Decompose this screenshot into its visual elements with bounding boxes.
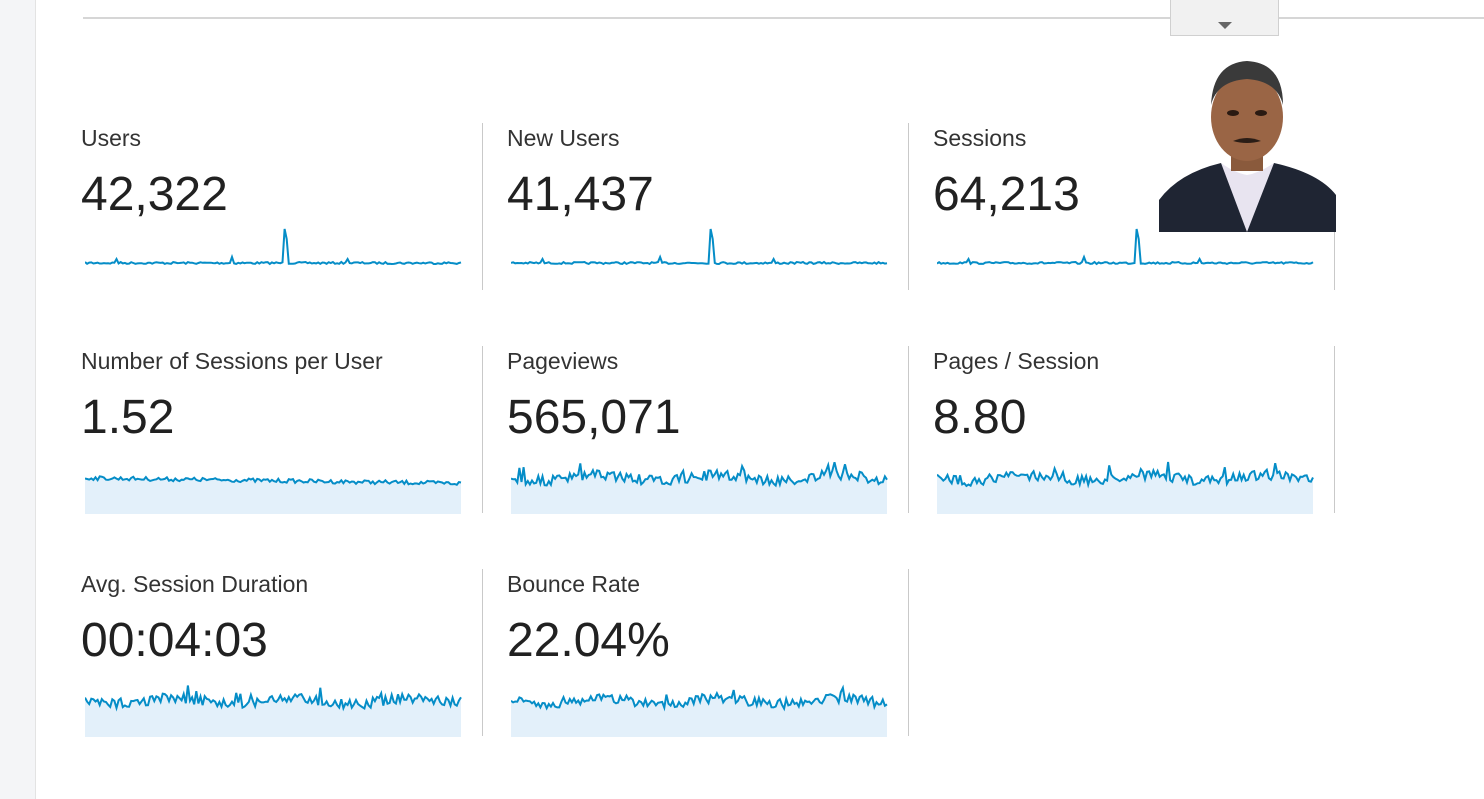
sparkline-line — [511, 228, 888, 266]
metric-label: Number of Sessions per User — [81, 348, 383, 374]
sparkline-line — [85, 475, 462, 486]
profile-photo — [1159, 55, 1336, 232]
metric-label: Pageviews — [507, 348, 619, 374]
sparkline-area — [937, 462, 1313, 514]
sparkline-line — [511, 684, 888, 712]
sparkline-area — [511, 462, 887, 514]
sparkline — [85, 475, 462, 514]
sparkline-line — [511, 461, 888, 488]
sparkline — [511, 684, 888, 737]
metric-label: Avg. Session Duration — [81, 571, 309, 597]
metric-label: Bounce Rate — [507, 571, 640, 597]
metric-value: 42,322 — [81, 168, 228, 221]
sparkline-area — [511, 687, 887, 737]
metric-value: 8.80 — [933, 391, 1027, 444]
metric-card: Pageviews 565,071 — [507, 346, 909, 514]
metric-label: New Users — [507, 125, 620, 151]
sparkline — [937, 228, 1314, 266]
metric-card: Number of Sessions per User 1.52 — [81, 346, 483, 514]
metric-value: 22.04% — [507, 614, 670, 667]
sparkline-line — [85, 228, 462, 266]
sparkline — [511, 228, 888, 266]
sidebar — [0, 0, 36, 799]
sparkline-area — [85, 685, 461, 737]
metric-card: New Users 41,437 — [507, 123, 909, 290]
sparkline-line — [937, 228, 1314, 266]
metric-label: Sessions — [933, 125, 1027, 151]
dropdown-button[interactable] — [1170, 0, 1279, 36]
metric-value: 1.52 — [81, 391, 175, 444]
metric-card: Users 42,322 — [81, 123, 483, 290]
sparkline-area — [85, 476, 461, 514]
metric-value: 64,213 — [933, 168, 1080, 221]
sparkline-line — [937, 461, 1314, 489]
metric-value: 565,071 — [507, 391, 681, 444]
metric-card: Bounce Rate 22.04% — [507, 569, 909, 737]
metric-label: Users — [81, 125, 142, 151]
sparkline — [85, 228, 462, 266]
metric-value: 00:04:03 — [81, 614, 268, 667]
sparkline — [511, 461, 888, 514]
metric-value: 41,437 — [507, 168, 654, 221]
sparkline-line — [85, 685, 462, 712]
metric-card: Pages / Session 8.80 — [933, 346, 1335, 514]
sparkline — [937, 461, 1314, 514]
divider — [83, 17, 1484, 19]
sparkline — [85, 685, 462, 737]
metric-card: Avg. Session Duration 00:04:03 — [81, 569, 483, 737]
metric-label: Pages / Session — [933, 348, 1100, 374]
metric-card: Sessions 64,213 — [933, 123, 1335, 290]
